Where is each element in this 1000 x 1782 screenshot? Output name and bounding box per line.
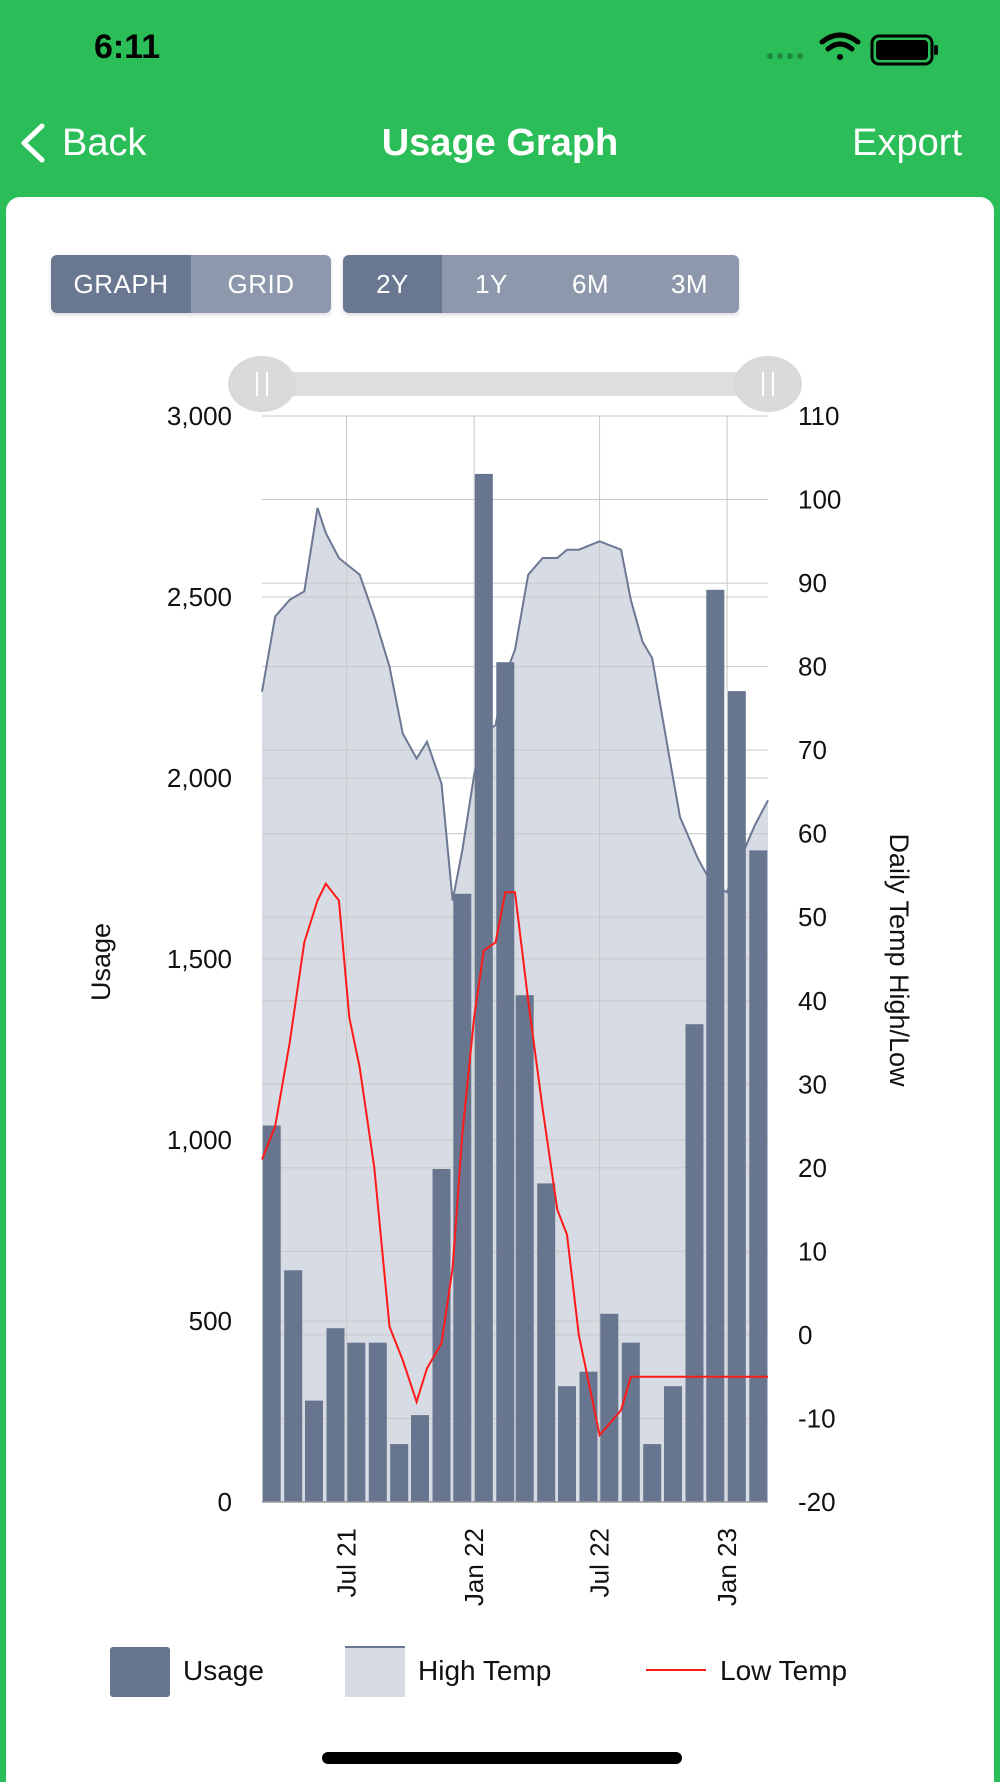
usage-bar bbox=[390, 1444, 409, 1502]
usage-bar bbox=[537, 1183, 556, 1502]
status-time: 6:11 bbox=[94, 28, 161, 66]
usage-bar bbox=[284, 1270, 303, 1502]
export-button[interactable]: Export bbox=[852, 122, 962, 164]
left-tick-label: 3,000 bbox=[167, 401, 232, 431]
right-tick-label: 30 bbox=[798, 1069, 827, 1099]
back-label: Back bbox=[62, 121, 147, 164]
legend-label-low-temp: Low Temp bbox=[720, 1655, 847, 1686]
usage-bar bbox=[579, 1371, 598, 1502]
usage-bar bbox=[643, 1444, 662, 1502]
left-tick-label: 2,000 bbox=[167, 763, 232, 793]
right-tick-label: 60 bbox=[798, 819, 827, 849]
handle-knob bbox=[228, 356, 296, 412]
tab-graph[interactable]: GRAPH bbox=[51, 255, 191, 313]
right-tick-label: 10 bbox=[798, 1236, 827, 1266]
status-icons bbox=[767, 32, 938, 66]
usage-bar bbox=[347, 1342, 366, 1502]
view-toggle: GRAPH GRID bbox=[51, 255, 331, 313]
legend-label-high-temp: High Temp bbox=[418, 1655, 551, 1686]
x-tick-label: Jan 22 bbox=[459, 1528, 489, 1606]
usage-bar bbox=[749, 850, 768, 1502]
usage-bar bbox=[474, 473, 493, 1502]
left-tick-label: 1,500 bbox=[167, 944, 232, 974]
right-tick-label: 40 bbox=[798, 986, 827, 1016]
usage-bar bbox=[600, 1313, 619, 1502]
legend-swatch-usage bbox=[110, 1647, 170, 1697]
range-slider-handle-right[interactable] bbox=[734, 356, 802, 412]
usage-bar bbox=[305, 1400, 323, 1502]
x-tick-label: Jul 21 bbox=[332, 1528, 362, 1597]
chevron-left-icon bbox=[21, 123, 45, 163]
left-tick-label: 2,500 bbox=[167, 582, 232, 612]
signal-icon bbox=[767, 53, 803, 59]
right-tick-label: 50 bbox=[798, 902, 827, 932]
range-3m[interactable]: 3M bbox=[640, 255, 739, 313]
range-1y[interactable]: 1Y bbox=[442, 255, 541, 313]
right-tick-label: 90 bbox=[798, 568, 827, 598]
home-indicator[interactable] bbox=[322, 1752, 682, 1764]
range-slider-handle-left[interactable] bbox=[228, 356, 296, 412]
usage-bar bbox=[706, 589, 725, 1502]
range-toggle: 2Y 1Y 6M 3M bbox=[343, 255, 739, 313]
usage-bar bbox=[432, 1169, 451, 1502]
usage-bar bbox=[326, 1328, 345, 1502]
right-tick-label: -10 bbox=[798, 1403, 836, 1433]
right-tick-label: 0 bbox=[798, 1320, 812, 1350]
legend-label-usage: Usage bbox=[183, 1655, 264, 1686]
left-tick-label: 0 bbox=[218, 1487, 232, 1517]
range-6m[interactable]: 6M bbox=[541, 255, 640, 313]
range-slider-track bbox=[262, 372, 768, 396]
battery-icon bbox=[870, 34, 938, 66]
usage-bar bbox=[685, 1024, 704, 1502]
usage-bar bbox=[453, 893, 472, 1502]
right-tick-label: 20 bbox=[798, 1153, 827, 1183]
usage-bar bbox=[515, 995, 534, 1502]
usage-bar bbox=[368, 1342, 387, 1502]
tab-grid[interactable]: GRID bbox=[191, 255, 331, 313]
right-tick-label: 110 bbox=[798, 401, 839, 431]
low-temp-line bbox=[261, 881, 768, 1438]
x-tick-label: Jan 23 bbox=[712, 1528, 742, 1606]
usage-bar bbox=[664, 1386, 682, 1502]
back-button[interactable]: Back bbox=[18, 118, 146, 168]
legend-swatch-high-temp bbox=[345, 1647, 405, 1697]
right-tick-label: 80 bbox=[798, 652, 827, 682]
right-tick-label: 100 bbox=[798, 485, 841, 515]
usage-bar bbox=[496, 662, 515, 1502]
usage-bar bbox=[262, 1125, 281, 1502]
range-2y[interactable]: 2Y bbox=[343, 255, 442, 313]
usage-bar bbox=[727, 691, 746, 1502]
page-title: Usage Graph bbox=[381, 122, 619, 164]
status-bar: 6:11 bbox=[0, 0, 1000, 100]
left-tick-label: 500 bbox=[189, 1306, 232, 1336]
left-tick-label: 1,000 bbox=[167, 1125, 232, 1155]
wifi-icon bbox=[819, 32, 861, 60]
right-tick-label: -20 bbox=[798, 1487, 836, 1517]
right-axis-title: Daily Temp High/Low bbox=[884, 833, 914, 1087]
usage-bar bbox=[411, 1415, 429, 1502]
usage-bar bbox=[621, 1342, 640, 1502]
usage-bar bbox=[558, 1386, 576, 1502]
handle-knob bbox=[734, 356, 802, 412]
right-tick-label: 70 bbox=[798, 735, 827, 765]
x-tick-label: Jul 22 bbox=[585, 1528, 615, 1597]
nav-bar: Back Usage Graph Export bbox=[0, 100, 1000, 190]
left-axis-title: Usage bbox=[86, 923, 116, 1001]
high-temp-area bbox=[262, 507, 768, 1502]
